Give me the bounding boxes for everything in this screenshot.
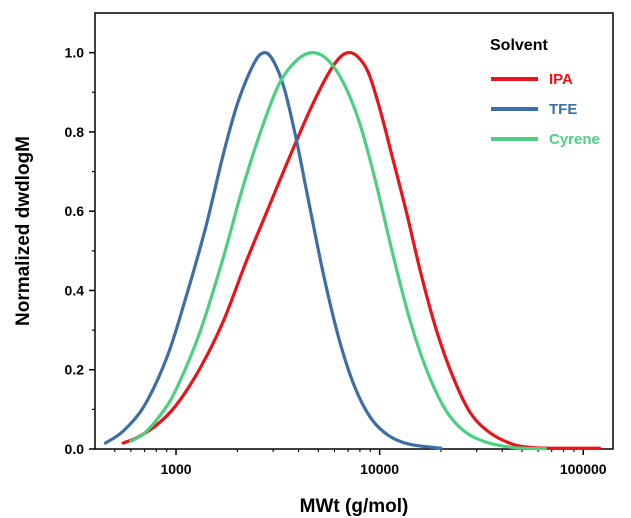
legend-label-ipa: IPA <box>549 71 573 88</box>
y-tick-label: 0.2 <box>65 362 85 378</box>
y-axis-title: Normalized dwdlogM <box>13 136 34 326</box>
x-tick-label: 10000 <box>360 461 399 477</box>
y-tick-label: 0.6 <box>65 203 85 219</box>
y-tick-label: 0.4 <box>65 282 85 298</box>
y-tick-label: 1.0 <box>65 45 85 61</box>
series-line-tfe <box>103 50 443 450</box>
legend: Solvent IPA TFE Cyrene <box>490 37 600 148</box>
y-tick-label: 0.8 <box>65 124 85 140</box>
legend-label-tfe: TFE <box>549 101 577 118</box>
x-tick-label: 100000 <box>560 461 607 477</box>
y-tick-label: 0.0 <box>65 441 85 457</box>
x-axis-title: MWt (g/mol) <box>300 496 409 517</box>
axis-ticks <box>89 51 584 455</box>
axis-tick-labels: 0.0 0.2 0.4 0.6 0.8 1.0 1000 10000 100000 <box>65 45 607 477</box>
legend-label-cyrene: Cyrene <box>549 131 600 148</box>
plot-frame <box>94 12 614 450</box>
legend-title: Solvent <box>490 37 548 54</box>
series-line-ipa <box>121 50 601 450</box>
series-line-cyrene <box>129 51 547 451</box>
series-lines <box>103 50 601 451</box>
x-tick-label: 1000 <box>160 461 191 477</box>
